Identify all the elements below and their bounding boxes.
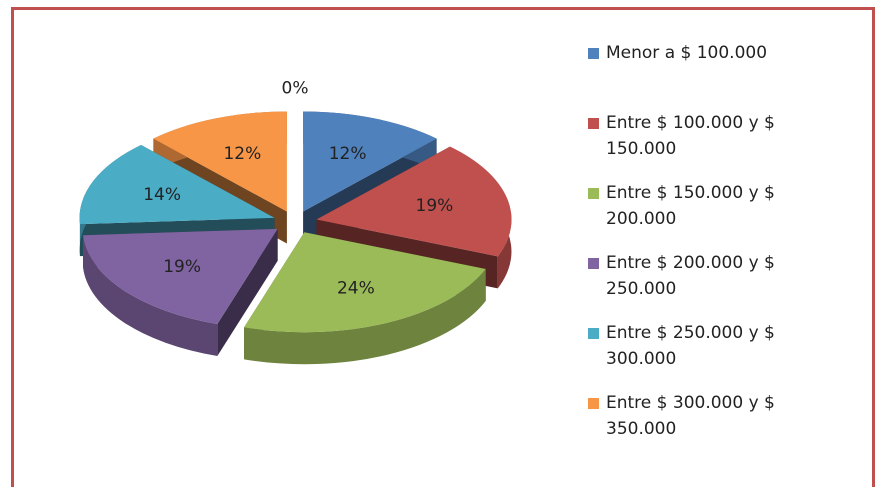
legend-swatch: [588, 48, 599, 59]
slice: [83, 228, 278, 357]
slice-top: [303, 111, 437, 212]
chart-frame: [11, 7, 875, 487]
legend-item: Entre $ 150.000 y $ 200.000: [588, 180, 788, 250]
slice: [244, 232, 486, 365]
data-label: 12%: [223, 144, 261, 164]
data-label: 14%: [143, 185, 181, 205]
data-label: 12%: [329, 144, 367, 164]
legend-swatch: [588, 258, 599, 269]
legend-label: Entre $ 100.000 y $ 150.000: [606, 113, 775, 159]
legend-swatch: [588, 328, 599, 339]
legend-label: Entre $ 150.000 y $ 200.000: [606, 183, 775, 229]
slice-wall: [83, 235, 218, 357]
slice-top: [79, 144, 275, 225]
data-label: 0%: [282, 79, 309, 99]
legend-item: Entre $ 250.000 y $ 300.000: [588, 320, 788, 390]
legend-item: Menor a $ 100.000: [588, 40, 788, 110]
legend-label: Menor a $ 100.000: [606, 43, 768, 63]
legend-swatch: [588, 188, 599, 199]
legend-item: Entre $ 200.000 y $ 250.000: [588, 250, 788, 320]
slice-top: [83, 228, 278, 325]
legend-item: Entre $ 300.000 y $ 350.000: [588, 390, 788, 460]
slice-top: [153, 111, 287, 212]
legend-swatch: [588, 118, 599, 129]
data-label: 24%: [337, 278, 375, 298]
slice-top: [316, 146, 512, 257]
slice-wall: [244, 269, 486, 365]
legend-swatch: [588, 398, 599, 409]
data-label: 19%: [416, 196, 454, 216]
legend-label: Entre $ 250.000 y $ 300.000: [606, 323, 775, 369]
legend-label: Entre $ 200.000 y $ 250.000: [606, 253, 775, 299]
legend-label: Entre $ 300.000 y $ 350.000: [606, 393, 775, 439]
data-label: 19%: [163, 257, 201, 277]
legend: Menor a $ 100.000 Entre $ 100.000 y $ 150…: [588, 40, 788, 460]
legend-item: Entre $ 100.000 y $ 150.000: [588, 110, 788, 180]
slice-top: [244, 232, 486, 333]
